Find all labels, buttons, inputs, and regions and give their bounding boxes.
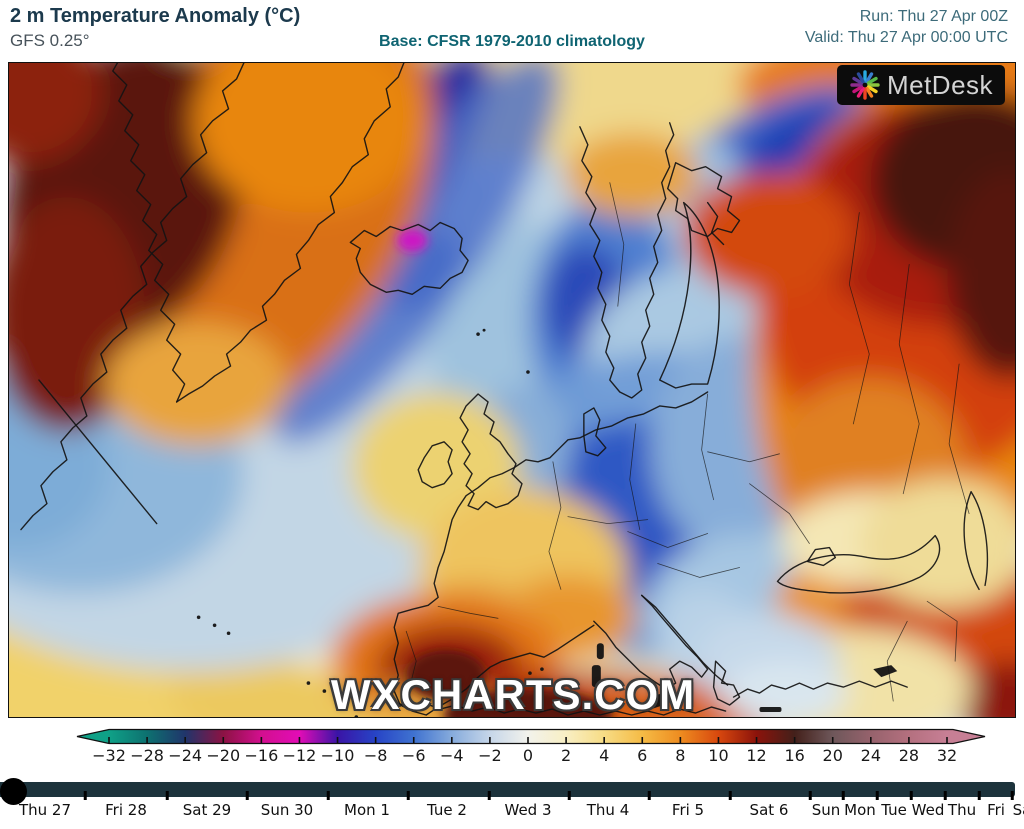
timeline-tick [909, 791, 913, 800]
colorbar-label: −12 [282, 746, 317, 765]
colorbar-label: 28 [898, 746, 920, 765]
timeline-tick [83, 791, 87, 800]
colorbar-label: 2 [560, 746, 572, 765]
colorbar-labels: −32 −28 −24 −20 −16 −12 −10 −8 −6 −4 −2 0 2 4 6 8 10 12 16… [0, 746, 1024, 768]
colorbar-label: 16 [784, 746, 805, 765]
timeline-day-label[interactable]: Mon 1 [344, 801, 390, 819]
timeline-tick [487, 791, 491, 800]
colorbar-label: 10 [708, 746, 729, 765]
colorbar-label: −24 [168, 746, 203, 765]
climatology-base-label: Base: CFSR 1979-2010 climatology [379, 33, 645, 50]
colorbar-label: −2 [478, 746, 502, 765]
colorbar-label: −28 [130, 746, 164, 765]
run-label: Run: Thu 27 Apr 00Z [859, 8, 1008, 25]
timeline-tick [1010, 791, 1014, 800]
timeline-day-label[interactable]: Fri [987, 801, 1005, 819]
colorbar-label: −10 [320, 746, 355, 765]
timeline-tick [808, 791, 812, 800]
timeline-day-label[interactable]: Sun [811, 801, 841, 819]
timeline-day-label[interactable]: Wed 3 [504, 801, 552, 819]
page-title: 2 m Temperature Anomaly (°C) [10, 5, 301, 27]
timeline-day-label[interactable]: Tue [881, 801, 907, 819]
metdesk-pinwheel-icon [850, 70, 880, 100]
colorbar-label: −8 [363, 746, 388, 765]
anomaly-map: MetDesk WXCHARTS.COM [8, 62, 1016, 718]
timeline-day-label[interactable]: Fri 28 [105, 801, 147, 819]
timeline-day-label[interactable]: Mon [844, 801, 876, 819]
colorbar-label: 20 [822, 746, 843, 765]
timeline-tick [943, 791, 947, 800]
timeline-tick [326, 791, 330, 800]
coastlines [20, 63, 989, 717]
colorbar-label: −20 [206, 746, 241, 765]
timeline-day-label[interactable]: Sat 29 [182, 801, 232, 819]
timeline-day-label[interactable]: Sa [1012, 801, 1024, 819]
colorbar-label: 0 [522, 746, 534, 765]
timeline-tick [841, 791, 845, 800]
timeline-tick [728, 791, 732, 800]
colorbar-label: 8 [675, 746, 686, 765]
colorbar-label: −16 [244, 746, 279, 765]
valid-label: Valid: Thu 27 Apr 00:00 UTC [804, 29, 1008, 46]
colorbar-label: 4 [599, 746, 610, 765]
colorbar-label: −32 [92, 746, 126, 765]
colorbar-label: 32 [936, 746, 958, 765]
metdesk-logo-text: MetDesk [886, 69, 994, 100]
colorbar-label: 12 [746, 746, 767, 765]
timeline-tick [406, 791, 410, 800]
timeline-tick [245, 791, 249, 800]
timeline-tick [977, 791, 981, 800]
timeline-day-label[interactable]: Fri 5 [671, 801, 705, 819]
slider-track[interactable] [0, 782, 1015, 797]
timeline-day-label[interactable]: Thu 27 [18, 801, 72, 819]
timeline-day-label[interactable]: Tue 2 [427, 801, 467, 819]
timeline-day-label[interactable]: Sat 6 [749, 801, 789, 819]
colorbar-label: −4 [440, 746, 464, 765]
timeline-day-label[interactable]: Wed [911, 801, 945, 819]
colorbar-label: −6 [401, 746, 426, 765]
model-label: GFS 0.25° [10, 31, 90, 50]
timeline-tick [165, 791, 169, 800]
timeline-day-label[interactable]: Thu 4 [586, 801, 630, 819]
colorbar-label: 24 [860, 746, 881, 765]
colorbar-label: 6 [637, 746, 648, 765]
timeline-day-label[interactable]: Thu [947, 801, 977, 819]
colorbar [76, 728, 986, 745]
metdesk-logo: MetDesk [837, 65, 1005, 105]
timeline-day-label[interactable]: Sun 30 [260, 801, 314, 819]
timeline-tick [647, 791, 651, 800]
timeline-tick [875, 791, 879, 800]
time-slider[interactable]: Thu 27 Fri 28 Sat 29 Sun 30 Mon 1 Tue 2 Wed 3 T… [0, 778, 1024, 829]
timeline-tick [567, 791, 571, 800]
watermark: WXCHARTS.COM [330, 671, 696, 718]
slider-knob[interactable] [0, 778, 27, 805]
anomaly-raster [9, 63, 1015, 717]
